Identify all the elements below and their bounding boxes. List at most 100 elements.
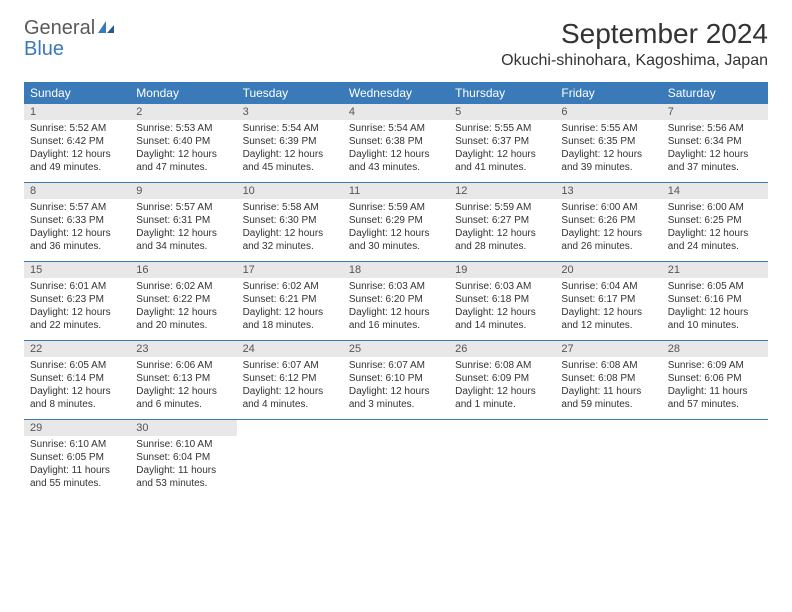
day-sunrise: Sunrise: 6:08 AM bbox=[561, 359, 655, 372]
week-row: 1Sunrise: 5:52 AMSunset: 6:42 PMDaylight… bbox=[24, 104, 768, 182]
day-sunrise: Sunrise: 6:07 AM bbox=[243, 359, 337, 372]
day-cell: 14Sunrise: 6:00 AMSunset: 6:25 PMDayligh… bbox=[662, 183, 768, 261]
weekday-header: Sunday bbox=[24, 82, 130, 104]
day-daylight2: and 49 minutes. bbox=[30, 161, 124, 174]
day-daylight2: and 43 minutes. bbox=[349, 161, 443, 174]
day-daylight1: Daylight: 12 hours bbox=[243, 148, 337, 161]
day-daylight2: and 1 minute. bbox=[455, 398, 549, 411]
day-sunset: Sunset: 6:31 PM bbox=[136, 214, 230, 227]
day-body: Sunrise: 6:10 AMSunset: 6:05 PMDaylight:… bbox=[24, 436, 130, 494]
day-sunset: Sunset: 6:17 PM bbox=[561, 293, 655, 306]
day-cell: 11Sunrise: 5:59 AMSunset: 6:29 PMDayligh… bbox=[343, 183, 449, 261]
logo: General Blue bbox=[24, 18, 115, 60]
day-daylight1: Daylight: 12 hours bbox=[455, 306, 549, 319]
day-sunrise: Sunrise: 5:52 AM bbox=[30, 122, 124, 135]
day-sunset: Sunset: 6:18 PM bbox=[455, 293, 549, 306]
day-sunset: Sunset: 6:08 PM bbox=[561, 372, 655, 385]
day-cell: 22Sunrise: 6:05 AMSunset: 6:14 PMDayligh… bbox=[24, 341, 130, 419]
week-row: 29Sunrise: 6:10 AMSunset: 6:05 PMDayligh… bbox=[24, 419, 768, 498]
day-sunrise: Sunrise: 5:55 AM bbox=[561, 122, 655, 135]
day-cell: 7Sunrise: 5:56 AMSunset: 6:34 PMDaylight… bbox=[662, 104, 768, 182]
day-daylight1: Daylight: 11 hours bbox=[136, 464, 230, 477]
day-daylight1: Daylight: 12 hours bbox=[349, 227, 443, 240]
day-number: 23 bbox=[130, 341, 236, 357]
day-sunrise: Sunrise: 5:57 AM bbox=[136, 201, 230, 214]
day-sunrise: Sunrise: 5:55 AM bbox=[455, 122, 549, 135]
day-sunset: Sunset: 6:04 PM bbox=[136, 451, 230, 464]
day-sunrise: Sunrise: 5:58 AM bbox=[243, 201, 337, 214]
day-sunrise: Sunrise: 6:00 AM bbox=[561, 201, 655, 214]
day-sunset: Sunset: 6:33 PM bbox=[30, 214, 124, 227]
day-cell bbox=[343, 420, 449, 498]
day-sunset: Sunset: 6:14 PM bbox=[30, 372, 124, 385]
day-body: Sunrise: 6:03 AMSunset: 6:20 PMDaylight:… bbox=[343, 278, 449, 336]
day-daylight1: Daylight: 12 hours bbox=[243, 306, 337, 319]
day-sunset: Sunset: 6:29 PM bbox=[349, 214, 443, 227]
day-daylight1: Daylight: 12 hours bbox=[30, 306, 124, 319]
day-number: 4 bbox=[343, 104, 449, 120]
day-body: Sunrise: 5:53 AMSunset: 6:40 PMDaylight:… bbox=[130, 120, 236, 178]
day-sunrise: Sunrise: 5:56 AM bbox=[668, 122, 762, 135]
day-cell: 25Sunrise: 6:07 AMSunset: 6:10 PMDayligh… bbox=[343, 341, 449, 419]
day-daylight2: and 28 minutes. bbox=[455, 240, 549, 253]
day-body: Sunrise: 5:54 AMSunset: 6:39 PMDaylight:… bbox=[237, 120, 343, 178]
day-daylight2: and 24 minutes. bbox=[668, 240, 762, 253]
day-body: Sunrise: 6:02 AMSunset: 6:21 PMDaylight:… bbox=[237, 278, 343, 336]
day-daylight1: Daylight: 12 hours bbox=[243, 385, 337, 398]
day-body: Sunrise: 5:59 AMSunset: 6:29 PMDaylight:… bbox=[343, 199, 449, 257]
day-number: 7 bbox=[662, 104, 768, 120]
day-cell: 9Sunrise: 5:57 AMSunset: 6:31 PMDaylight… bbox=[130, 183, 236, 261]
day-number: 28 bbox=[662, 341, 768, 357]
day-sunrise: Sunrise: 6:05 AM bbox=[668, 280, 762, 293]
day-body: Sunrise: 6:09 AMSunset: 6:06 PMDaylight:… bbox=[662, 357, 768, 415]
day-daylight1: Daylight: 12 hours bbox=[349, 148, 443, 161]
day-body: Sunrise: 6:04 AMSunset: 6:17 PMDaylight:… bbox=[555, 278, 661, 336]
day-body: Sunrise: 6:06 AMSunset: 6:13 PMDaylight:… bbox=[130, 357, 236, 415]
calendar: Sunday Monday Tuesday Wednesday Thursday… bbox=[24, 82, 768, 498]
day-sunrise: Sunrise: 6:03 AM bbox=[349, 280, 443, 293]
day-daylight2: and 47 minutes. bbox=[136, 161, 230, 174]
day-number: 6 bbox=[555, 104, 661, 120]
day-sunset: Sunset: 6:20 PM bbox=[349, 293, 443, 306]
day-number: 15 bbox=[24, 262, 130, 278]
weekday-header: Thursday bbox=[449, 82, 555, 104]
day-daylight2: and 26 minutes. bbox=[561, 240, 655, 253]
day-sunrise: Sunrise: 6:07 AM bbox=[349, 359, 443, 372]
day-body: Sunrise: 5:59 AMSunset: 6:27 PMDaylight:… bbox=[449, 199, 555, 257]
day-sunrise: Sunrise: 5:59 AM bbox=[349, 201, 443, 214]
title-block: September 2024 Okuchi-shinohara, Kagoshi… bbox=[501, 18, 768, 70]
day-number: 11 bbox=[343, 183, 449, 199]
day-cell bbox=[662, 420, 768, 498]
day-number: 1 bbox=[24, 104, 130, 120]
day-daylight2: and 39 minutes. bbox=[561, 161, 655, 174]
day-daylight1: Daylight: 12 hours bbox=[668, 227, 762, 240]
day-sunset: Sunset: 6:23 PM bbox=[30, 293, 124, 306]
day-daylight2: and 14 minutes. bbox=[455, 319, 549, 332]
day-number: 12 bbox=[449, 183, 555, 199]
day-number: 2 bbox=[130, 104, 236, 120]
day-cell: 3Sunrise: 5:54 AMSunset: 6:39 PMDaylight… bbox=[237, 104, 343, 182]
day-daylight1: Daylight: 12 hours bbox=[243, 227, 337, 240]
day-number: 27 bbox=[555, 341, 661, 357]
day-cell: 27Sunrise: 6:08 AMSunset: 6:08 PMDayligh… bbox=[555, 341, 661, 419]
day-daylight2: and 59 minutes. bbox=[561, 398, 655, 411]
location-text: Okuchi-shinohara, Kagoshima, Japan bbox=[501, 52, 768, 70]
day-body: Sunrise: 6:02 AMSunset: 6:22 PMDaylight:… bbox=[130, 278, 236, 336]
day-daylight1: Daylight: 12 hours bbox=[136, 306, 230, 319]
day-cell: 4Sunrise: 5:54 AMSunset: 6:38 PMDaylight… bbox=[343, 104, 449, 182]
logo-text: General Blue bbox=[24, 18, 115, 60]
day-body: Sunrise: 5:56 AMSunset: 6:34 PMDaylight:… bbox=[662, 120, 768, 178]
day-cell: 8Sunrise: 5:57 AMSunset: 6:33 PMDaylight… bbox=[24, 183, 130, 261]
day-cell bbox=[449, 420, 555, 498]
day-sunset: Sunset: 6:13 PM bbox=[136, 372, 230, 385]
day-number: 29 bbox=[24, 420, 130, 436]
day-daylight1: Daylight: 12 hours bbox=[136, 227, 230, 240]
day-daylight1: Daylight: 12 hours bbox=[455, 385, 549, 398]
day-cell: 1Sunrise: 5:52 AMSunset: 6:42 PMDaylight… bbox=[24, 104, 130, 182]
day-sunset: Sunset: 6:40 PM bbox=[136, 135, 230, 148]
day-cell: 21Sunrise: 6:05 AMSunset: 6:16 PMDayligh… bbox=[662, 262, 768, 340]
day-sunset: Sunset: 6:30 PM bbox=[243, 214, 337, 227]
day-sunset: Sunset: 6:16 PM bbox=[668, 293, 762, 306]
day-daylight1: Daylight: 12 hours bbox=[668, 148, 762, 161]
day-number: 16 bbox=[130, 262, 236, 278]
